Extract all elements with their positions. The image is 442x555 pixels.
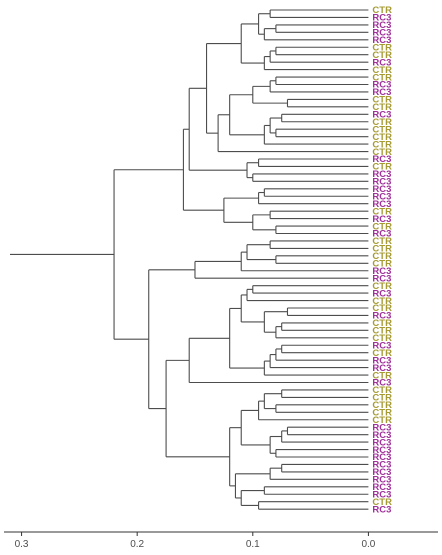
leaf-label: CTR: [372, 303, 392, 314]
leaf-label: RC3: [372, 266, 391, 277]
leaf-label: RC3: [372, 20, 391, 31]
leaf-label: CTR: [372, 162, 392, 173]
leaf-label: RC3: [372, 340, 391, 351]
leaf-label: CTR: [372, 318, 392, 329]
leaf-label: RC3: [372, 214, 391, 225]
leaf-label: CTR: [372, 65, 392, 76]
leaf-label: RC3: [372, 363, 391, 374]
leaf-label: CTR: [372, 117, 392, 128]
leaf-label: CTR: [372, 497, 392, 508]
leaf-label: CTR: [372, 281, 392, 292]
leaf-label: RC3: [372, 57, 391, 68]
leaf-label: RC3: [372, 467, 391, 478]
x-axis-tick-label: 0.3: [15, 539, 29, 550]
leaf-label: RC3: [372, 199, 391, 210]
leaf-label: CTR: [372, 132, 392, 143]
leaf-label: CTR: [372, 400, 392, 411]
leaf-label: RC3: [372, 35, 391, 46]
leaf-label: RC3: [372, 87, 391, 98]
leaf-label: RC3: [372, 169, 391, 180]
leaf-label: CTR: [372, 259, 392, 270]
leaf-label: RC3: [372, 445, 391, 456]
leaf-label: CTR: [372, 333, 392, 344]
leaf-label: RC3: [372, 422, 391, 433]
leaf-label: CTR: [372, 139, 392, 150]
leaf-label: RC3: [372, 110, 391, 121]
leaf-label: RC3: [372, 355, 391, 366]
leaf-label: CTR: [372, 102, 392, 113]
leaf-label: CTR: [372, 393, 392, 404]
leaf-label: CTR: [372, 42, 392, 53]
leaf-label: RC3: [372, 191, 391, 202]
leaf-label: CTR: [372, 5, 392, 16]
x-axis-tick-label: 0.2: [130, 539, 144, 550]
leaf-label: RC3: [372, 460, 391, 471]
leaf-label: RC3: [372, 482, 391, 493]
leaf-label: CTR: [372, 326, 392, 337]
leaf-label: RC3: [372, 229, 391, 240]
leaf-label: CTR: [372, 72, 392, 83]
leaf-label: CTR: [372, 385, 392, 396]
leaf-label: RC3: [372, 452, 391, 463]
leaf-label: RC3: [372, 80, 391, 91]
leaf-label: RC3: [372, 154, 391, 165]
leaf-label: CTR: [372, 124, 392, 135]
leaf-label: RC3: [372, 184, 391, 195]
leaf-label: CTR: [372, 370, 392, 381]
leaf-label: CTR: [372, 408, 392, 419]
leaf-label: RC3: [372, 28, 391, 39]
x-axis-tick-label: 0.1: [246, 539, 260, 550]
leaf-label: RC3: [372, 437, 391, 448]
leaf-label: RC3: [372, 273, 391, 284]
leaf-label: RC3: [372, 489, 391, 500]
leaf-label: RC3: [372, 475, 391, 486]
leaf-label: RC3: [372, 430, 391, 441]
leaf-label: CTR: [372, 415, 392, 426]
leaf-label: CTR: [372, 206, 392, 217]
leaf-label: RC3: [372, 177, 391, 188]
leaf-label: CTR: [372, 50, 392, 61]
leaf-label: RC3: [372, 504, 391, 515]
leaf-label: RC3: [372, 13, 391, 24]
leaf-label: CTR: [372, 348, 392, 359]
leaf-label: RC3: [372, 311, 391, 322]
leaf-label: CTR: [372, 147, 392, 158]
leaf-label: CTR: [372, 251, 392, 262]
leaf-label: CTR: [372, 296, 392, 307]
leaf-label: CTR: [372, 221, 392, 232]
leaf-label: CTR: [372, 95, 392, 106]
leaf-label: CTR: [372, 236, 392, 247]
leaf-label: RC3: [372, 378, 391, 389]
leaf-label: RC3: [372, 288, 391, 299]
x-axis-tick-label: 0.0: [361, 539, 375, 550]
leaf-label: CTR: [372, 244, 392, 255]
